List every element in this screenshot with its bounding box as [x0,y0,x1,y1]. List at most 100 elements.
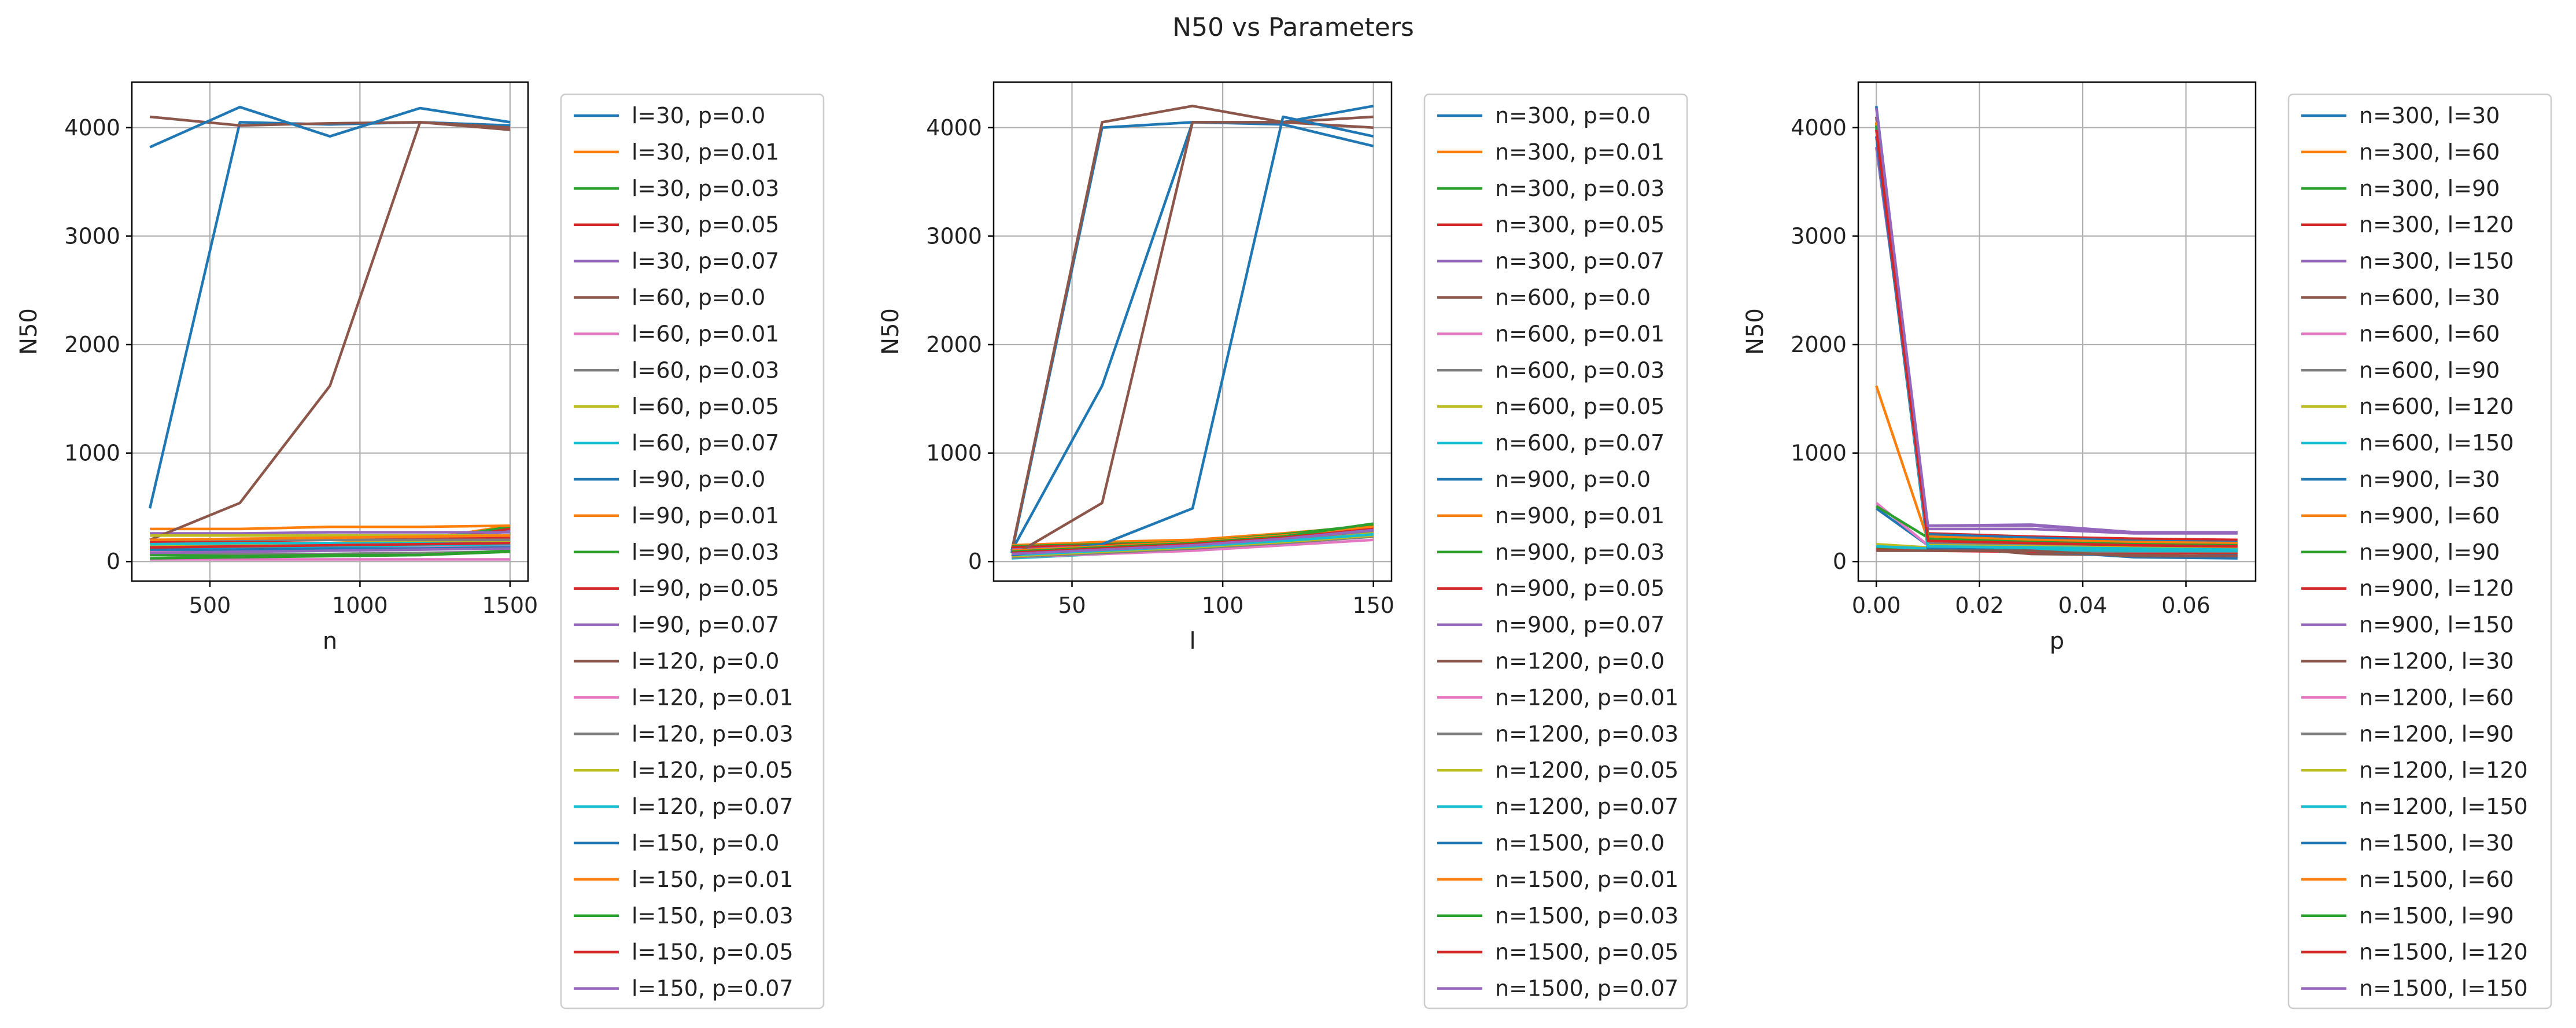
series-line [150,524,510,531]
legend-entry: n=1200, l=120 [2359,757,2528,783]
legend: n=300, p=0.0 n=300, p=0.01 n=300, p=0.03 n=… [1423,93,1688,1009]
legend-entry: n=1200, l=90 [2359,721,2514,746]
y-tick-label: 3000 [926,223,982,249]
series-lines [1010,105,1374,560]
y-tick-label: 0 [968,549,982,574]
legend-entry: l=30, p=0.01 [632,139,779,165]
axes-frame [992,81,1393,582]
legend-entry: n=900, p=0.01 [1495,503,1665,528]
x-tick-label: 0.00 [1852,593,1901,618]
legend-entry: l=30, p=0.05 [632,212,779,238]
legend-entry: n=1200, p=0.01 [1495,685,1678,710]
series-line [1012,528,1374,556]
legend-entry: n=1200, l=60 [2359,685,2514,710]
legend-entry: n=600, p=0.05 [1495,394,1665,419]
y-tick-label: 2000 [926,332,982,357]
series-line [149,105,511,149]
series-lines [148,105,511,561]
x-tick-label: 0.06 [2161,593,2210,618]
y-tick-label: 4000 [64,115,120,140]
y-axis-label: N50 [16,308,42,355]
figure-title: N50 vs Parameters [1172,13,1414,42]
legend-entry: n=1500, p=0.03 [1495,903,1678,929]
legend-entry: l=60, p=0.07 [632,430,779,456]
legend-entry: l=30, p=0.07 [632,249,779,274]
legend-entry: l=90, p=0.03 [632,539,779,565]
legend-entry: n=600, p=0.01 [1495,321,1665,346]
legend-entry: n=600, p=0.03 [1495,357,1665,383]
grid-lines [132,82,528,581]
series-line [149,121,511,541]
y-tick-label: 3000 [1791,223,1847,249]
legend-entry: n=900, l=120 [2359,576,2514,601]
legend-entry: l=150, p=0.07 [632,976,794,1001]
legend-entry: l=120, p=0.01 [632,685,794,710]
legend-entry: n=1500, p=0.0 [1495,830,1665,856]
y-tick-label: 0 [1833,549,1847,574]
y-axis-label: N50 [1742,308,1769,355]
legend-entry: n=900, p=0.07 [1495,612,1665,638]
legend-entry: n=1500, l=30 [2359,830,2514,856]
legend-entry: n=600, l=120 [2359,394,2514,419]
x-tick-label: 150 [1352,593,1394,618]
y-axis-label: N50 [877,308,904,355]
legend-entry: l=150, p=0.0 [632,830,779,856]
legend-entry: n=1500, l=90 [2359,903,2514,929]
series-line [1010,105,1374,551]
legend-entry: l=60, p=0.05 [632,394,779,419]
legend-entry: n=600, l=30 [2359,285,2500,310]
legend-entry: n=600, l=150 [2359,430,2514,456]
subplot-2: 50 100 150 0 1000 2000 3000 4000 l N50 n=300, p=0.… [877,81,1688,1009]
legend-entry: n=300, p=0.03 [1495,176,1665,201]
legend-entry: l=30, p=0.03 [632,176,779,201]
y-tick-label: 4000 [1791,115,1847,140]
legend-entry: n=300, p=0.01 [1495,139,1665,165]
x-tick-label: 500 [189,593,231,618]
x-tick-label: 0.02 [1955,593,2004,618]
y-tick-label: 1000 [64,441,120,466]
subplot-1: 500 1000 1500 0 1000 2000 3000 4000 n N50 l=30, p=… [16,81,825,1009]
series-line [1874,130,2238,548]
legend-entry: n=300, l=90 [2359,176,2500,201]
x-tick-label: 0.04 [2058,593,2108,618]
x-axis-label: p [2050,628,2064,654]
grid-lines [994,82,1392,581]
series-line [150,547,510,554]
legend-entry: n=900, p=0.03 [1495,539,1665,565]
legend-entry: l=120, p=0.03 [632,721,794,746]
series-line [150,531,510,535]
legend-entry: n=1500, l=60 [2359,867,2514,892]
series-lines [1874,106,2238,560]
legend-entry: n=900, p=0.05 [1495,576,1665,601]
legend-box [560,93,825,1009]
legend-entry: n=1500, l=120 [2359,940,2528,965]
legend-entry: l=150, p=0.03 [632,903,794,929]
y-tick-label: 4000 [926,115,982,140]
legend-box [2287,93,2552,1009]
legend-entry: n=300, l=60 [2359,139,2500,165]
legend-entry: l=120, p=0.0 [632,649,779,674]
legend-entry: n=300, p=0.0 [1495,103,1651,128]
legend-entry: n=1200, p=0.03 [1495,721,1678,746]
legend-entry: n=300, p=0.05 [1495,212,1665,238]
legend-entry: n=1200, p=0.05 [1495,757,1678,783]
legend: l=30, p=0.0 l=30, p=0.01 l=30, p=0.03 l=30,… [560,93,825,1009]
legend-entry: n=900, l=90 [2359,539,2500,565]
grid-lines [1858,82,2256,581]
legend-entry: l=120, p=0.05 [632,757,794,783]
legend-entry: n=600, p=0.07 [1495,430,1665,456]
legend-entry: n=900, l=60 [2359,503,2500,528]
y-tick-label: 3000 [64,223,120,249]
legend-entry: l=120, p=0.07 [632,794,794,819]
series-line [150,549,511,560]
legend-entry: n=300, l=150 [2359,249,2514,274]
x-tick-label: 50 [1058,593,1086,618]
legend-entry: l=150, p=0.05 [632,940,794,965]
legend-entry: n=300, p=0.07 [1495,249,1665,274]
legend-entry: l=90, p=0.05 [632,576,779,601]
legend-entry: l=60, p=0.0 [632,285,765,310]
subplot-3: 0.00 0.02 0.04 0.06 0 1000 2000 3000 4000 p N50 n=3… [1742,81,2552,1009]
x-tick-label: 100 [1202,593,1244,618]
